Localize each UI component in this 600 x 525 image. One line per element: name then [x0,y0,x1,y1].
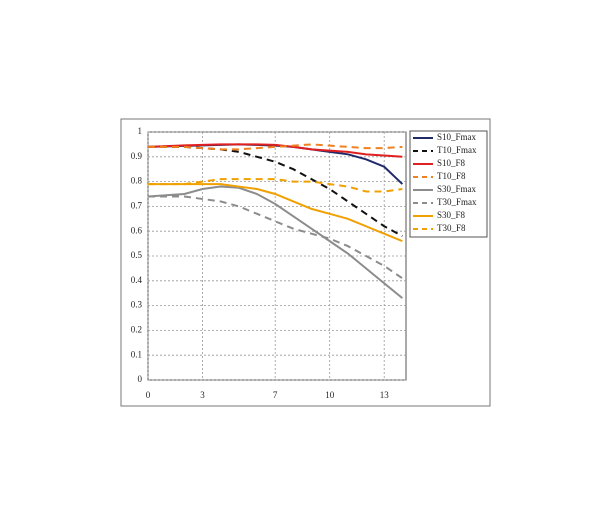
series-line [148,178,403,193]
x-tick-label: 7 [273,390,278,400]
y-tick-label: 0.7 [131,200,143,210]
series-line [148,143,403,151]
legend-box [409,130,488,238]
y-tick-label: 1 [138,126,143,136]
legend-label: S30_F8 [437,210,466,220]
legend-label: S30_Fmax [437,184,477,194]
y-tick-label: 0 [138,374,143,384]
legend-label: S10_Fmax [437,132,477,142]
y-tick-label: 0.6 [131,225,143,235]
y-tick-label: 0.9 [131,151,143,161]
x-tick-label: 0 [146,390,151,400]
y-tick-label: 0.4 [131,275,143,285]
legend-label: T10_Fmax [437,145,477,155]
legend-label: T30_F8 [437,223,466,233]
y-tick-label: 0.8 [131,176,143,186]
y-tick-label: 0.2 [131,324,142,334]
x-tick-label: 13 [380,390,390,400]
x-tick-label: 3 [200,390,205,400]
x-tick-label: 10 [325,390,335,400]
y-tick-label: 0.3 [131,300,143,310]
legend-label: T10_F8 [437,171,466,181]
series-line [147,143,403,158]
series-line [147,185,403,299]
series-line [148,195,403,280]
y-tick-label: 0.1 [131,349,142,359]
y-tick-label: 0.5 [131,250,143,260]
legend-label: S10_F8 [437,158,466,168]
legend-label: T30_Fmax [437,197,477,207]
